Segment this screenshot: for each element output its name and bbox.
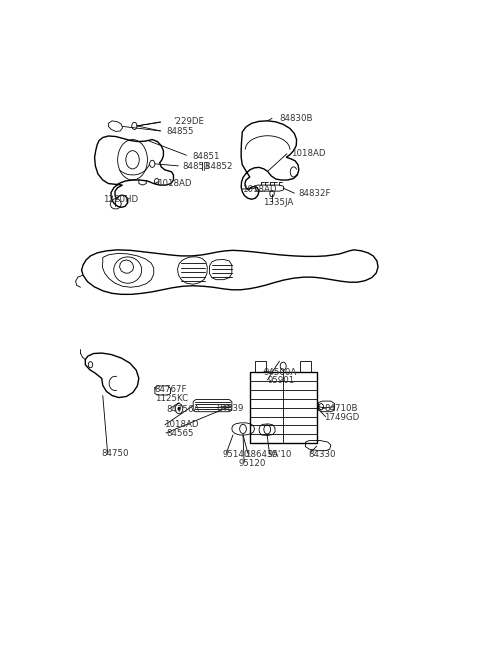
- Text: 1125KC: 1125KC: [155, 394, 188, 403]
- Text: 1335JA: 1335JA: [263, 198, 293, 207]
- Text: 94500A: 94500A: [264, 368, 297, 376]
- Text: 84851: 84851: [192, 152, 219, 161]
- Text: 1018AD: 1018AD: [242, 185, 277, 194]
- Text: 95901: 95901: [267, 376, 295, 386]
- Text: 84330: 84330: [309, 449, 336, 459]
- Text: |84852: |84852: [203, 162, 234, 171]
- Text: 95120: 95120: [239, 459, 266, 468]
- Text: 18643A: 18643A: [245, 449, 278, 459]
- Text: 84565: 84565: [166, 430, 193, 438]
- Text: 84839: 84839: [216, 404, 244, 413]
- Text: 1018AD: 1018AD: [290, 149, 325, 158]
- Text: 1018AD: 1018AD: [156, 179, 191, 188]
- Text: 84855: 84855: [166, 127, 193, 137]
- Text: '229DE: '229DE: [173, 118, 204, 126]
- Text: 84832F: 84832F: [298, 189, 331, 198]
- Circle shape: [178, 407, 180, 410]
- Text: 84756A: 84756A: [166, 405, 199, 414]
- Text: 1749GD: 1749GD: [324, 413, 360, 422]
- Text: 1220HD: 1220HD: [103, 194, 138, 204]
- Text: 84750: 84750: [101, 449, 129, 458]
- Text: 84853: 84853: [183, 162, 210, 171]
- Text: 1018AD: 1018AD: [164, 420, 199, 430]
- Text: 84710B: 84710B: [324, 404, 358, 413]
- Text: 95140: 95140: [223, 449, 250, 459]
- Text: 84767F: 84767F: [155, 386, 187, 394]
- Text: 95'10: 95'10: [267, 449, 291, 459]
- Text: 84830B: 84830B: [279, 114, 313, 123]
